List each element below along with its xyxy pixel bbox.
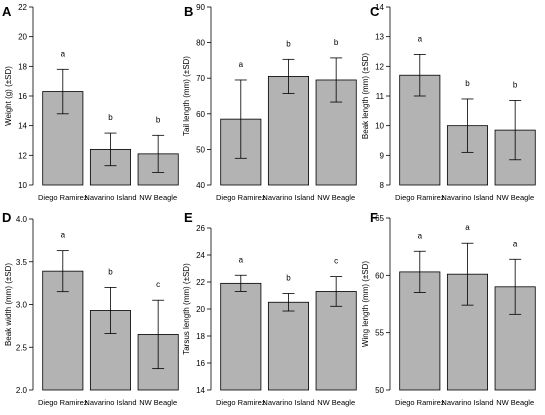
y-tick-label-e-6: 26 xyxy=(196,224,205,233)
panel-letter-d: D xyxy=(2,210,11,225)
y-tick-label-e-3: 20 xyxy=(196,305,205,314)
category-label-c-1: Navarino Island xyxy=(441,193,493,202)
y-tick-label-b-5: 90 xyxy=(196,3,205,12)
y-tick-label-d-4: 4.0 xyxy=(16,215,28,224)
significance-letter-c-0: a xyxy=(418,34,423,43)
panel-c: C 8 9 10 11 12 13 14 Beak length (mm) (±SD) a Dieg… xyxy=(361,3,536,202)
panel-letter-f: F xyxy=(370,210,378,225)
category-label-e-2: NW Beagle xyxy=(317,398,355,407)
category-label-c-2: NW Beagle xyxy=(496,193,534,202)
y-tick-label-e-4: 22 xyxy=(196,278,205,287)
panel-f: F 50 55 60 65 Wing length (mm) (±SD) a Diego Ra… xyxy=(361,210,536,407)
y-tick-label-e-0: 14 xyxy=(196,386,205,395)
category-label-f-0: Diego Ramirez xyxy=(395,398,445,407)
y-tick-label-f-3: 65 xyxy=(375,214,384,223)
bar-e-2 xyxy=(315,291,357,391)
category-label-e-0: Diego Ramirez xyxy=(216,398,266,407)
significance-letter-d-0: a xyxy=(61,231,66,240)
y-axis-label-b: Tail length (mm) (±SD) xyxy=(182,56,191,136)
y-axis-label-d: Beak width (mm) (±SD) xyxy=(4,263,13,346)
significance-letter-e-1: b xyxy=(286,273,291,282)
y-tick-label-b-1: 50 xyxy=(196,145,205,154)
category-label-a-0: Diego Ramirez xyxy=(38,193,88,202)
significance-letter-b-0: a xyxy=(239,60,244,69)
panel-b: B 40 50 60 70 80 90 Tail length (mm) (±SD) a Dieg… xyxy=(182,3,357,202)
significance-letter-a-1: b xyxy=(108,113,113,122)
y-tick-label-c-5: 13 xyxy=(375,33,384,42)
y-tick-label-c-3: 11 xyxy=(376,92,385,101)
significance-letter-a-0: a xyxy=(61,49,66,58)
bar-b-1 xyxy=(267,76,309,186)
category-label-c-0: Diego Ramirez xyxy=(395,193,445,202)
significance-letter-b-1: b xyxy=(286,39,291,48)
y-tick-label-b-3: 70 xyxy=(196,74,205,83)
y-tick-label-c-2: 10 xyxy=(375,122,384,131)
panel-letter-b: B xyxy=(184,4,193,19)
significance-letter-d-2: c xyxy=(156,280,160,289)
y-tick-label-b-0: 40 xyxy=(196,181,205,190)
y-tick-label-f-2: 60 xyxy=(375,271,384,280)
y-tick-label-e-2: 18 xyxy=(196,332,205,341)
y-tick-label-f-0: 50 xyxy=(375,386,384,395)
panel-e: E 14 16 18 20 22 24 26 Tarsus length (mm) (±SD) a… xyxy=(182,210,357,407)
panel-a: A 10 12 14 16 18 20 22 Weight (g) (±SD) a Diego Ra… xyxy=(2,3,179,202)
y-tick-label-d-0: 2.0 xyxy=(16,386,28,395)
y-tick-label-a-3: 16 xyxy=(18,92,27,101)
y-tick-label-b-2: 60 xyxy=(196,110,205,119)
significance-letter-d-1: b xyxy=(108,267,113,276)
y-tick-label-a-6: 22 xyxy=(18,3,27,12)
category-label-d-2: NW Beagle xyxy=(139,398,177,407)
y-tick-label-e-5: 24 xyxy=(196,251,205,260)
category-label-a-2: NW Beagle xyxy=(139,193,177,202)
category-label-f-2: NW Beagle xyxy=(496,398,534,407)
bar-e-0 xyxy=(220,282,262,391)
panel-letter-c: C xyxy=(370,4,380,19)
y-tick-label-d-3: 3.5 xyxy=(16,258,28,267)
y-tick-label-c-6: 14 xyxy=(375,3,384,12)
significance-letter-e-2: c xyxy=(334,257,338,266)
y-tick-label-a-4: 18 xyxy=(18,62,27,71)
significance-letter-c-2: b xyxy=(513,80,518,89)
y-tick-label-d-2: 3.0 xyxy=(16,301,28,310)
y-tick-label-d-1: 2.5 xyxy=(16,343,28,352)
significance-letter-e-0: a xyxy=(239,255,244,264)
y-axis-label-e: Tarsus length (mm) (±SD) xyxy=(182,263,191,355)
y-tick-label-c-4: 12 xyxy=(375,62,384,71)
significance-letter-f-1: a xyxy=(465,223,470,232)
category-label-d-1: Navarino Island xyxy=(84,398,136,407)
y-tick-label-a-1: 12 xyxy=(18,151,27,160)
category-label-d-0: Diego Ramirez xyxy=(38,398,88,407)
y-tick-label-a-5: 20 xyxy=(18,33,27,42)
significance-letter-f-2: a xyxy=(513,239,518,248)
significance-letter-a-2: b xyxy=(156,115,161,124)
significance-letter-f-0: a xyxy=(418,231,423,240)
y-axis-label-f: Wing length (mm) (±SD) xyxy=(361,261,370,348)
y-tick-label-c-0: 8 xyxy=(380,181,385,190)
category-label-b-0: Diego Ramirez xyxy=(216,193,266,202)
y-tick-label-c-1: 9 xyxy=(380,151,385,160)
y-tick-label-f-1: 55 xyxy=(375,329,384,338)
category-label-b-2: NW Beagle xyxy=(317,193,355,202)
significance-letter-b-2: b xyxy=(334,38,339,47)
y-tick-label-e-1: 16 xyxy=(196,359,205,368)
panel-letter-e: E xyxy=(184,210,193,225)
y-tick-label-a-0: 10 xyxy=(18,181,27,190)
y-tick-label-a-2: 14 xyxy=(18,122,27,131)
category-label-a-1: Navarino Island xyxy=(84,193,136,202)
panel-d: D 2.0 2.5 3.0 3.5 4.0 Beak width (mm) (±SD) a Di… xyxy=(2,210,179,407)
bar-e-1 xyxy=(267,301,309,391)
significance-letter-c-1: b xyxy=(465,79,470,88)
panel-letter-a: A xyxy=(2,4,12,19)
y-tick-label-b-4: 80 xyxy=(196,39,205,48)
category-label-e-1: Navarino Island xyxy=(262,398,314,407)
y-axis-label-a: Weight (g) (±SD) xyxy=(4,66,13,126)
y-axis-label-c: Beak length (mm) (±SD) xyxy=(361,53,370,140)
category-label-f-1: Navarino Island xyxy=(441,398,493,407)
category-label-b-1: Navarino Island xyxy=(262,193,314,202)
